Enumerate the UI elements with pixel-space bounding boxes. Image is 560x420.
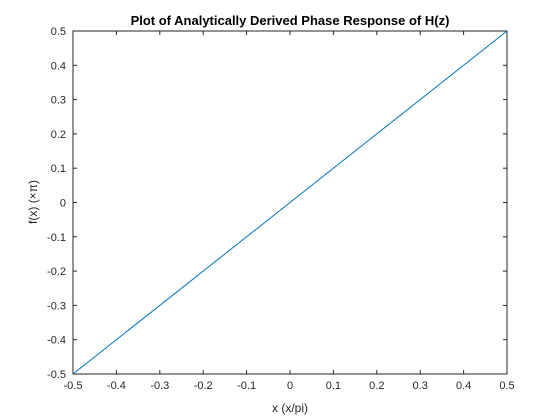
x-tick-label: -0.1 [237, 380, 256, 392]
x-tick-label: 0.3 [413, 380, 428, 392]
x-tick-label: -0.5 [64, 380, 83, 392]
y-tick-label: 0.3 [51, 95, 66, 107]
y-tick-label: 0.2 [51, 129, 66, 141]
x-axis-label: x (x/pi) [272, 401, 308, 415]
chart-title: Plot of Analytically Derived Phase Respo… [131, 13, 450, 28]
x-tick-label: 0.2 [369, 380, 384, 392]
y-tick-label: -0.3 [47, 300, 66, 312]
y-tick-label: -0.1 [47, 232, 66, 244]
x-tick-label: -0.3 [150, 380, 169, 392]
x-tick-label: 0.1 [326, 380, 341, 392]
y-tick-label: 0.1 [51, 163, 66, 175]
x-tick-label: -0.4 [107, 380, 126, 392]
x-axis: -0.5 -0.4 -0.3 -0.2 -0.1 0 0.1 0.2 0.3 0.4 0.5 [64, 31, 515, 392]
y-tick-label: -0.2 [47, 266, 66, 278]
x-tick-label: 0 [287, 380, 293, 392]
y-axis: -0.5 -0.4 -0.3 -0.2 -0.1 0 0.1 0.2 0.3 0.4 0.5 [47, 26, 507, 381]
y-tick-label: -0.5 [47, 369, 66, 381]
y-tick-label: 0 [60, 198, 66, 210]
y-axis-label: f(x) (×π) [26, 180, 40, 224]
y-tick-label: -0.4 [47, 335, 66, 347]
x-tick-label: 0.5 [499, 380, 514, 392]
y-tick-label: 0.4 [51, 60, 66, 72]
y-tick-label: 0.5 [51, 26, 66, 38]
series-layer [72, 30, 508, 375]
series-line [72, 30, 508, 375]
x-tick-label: -0.2 [194, 380, 213, 392]
x-tick-label: 0.4 [456, 380, 471, 392]
